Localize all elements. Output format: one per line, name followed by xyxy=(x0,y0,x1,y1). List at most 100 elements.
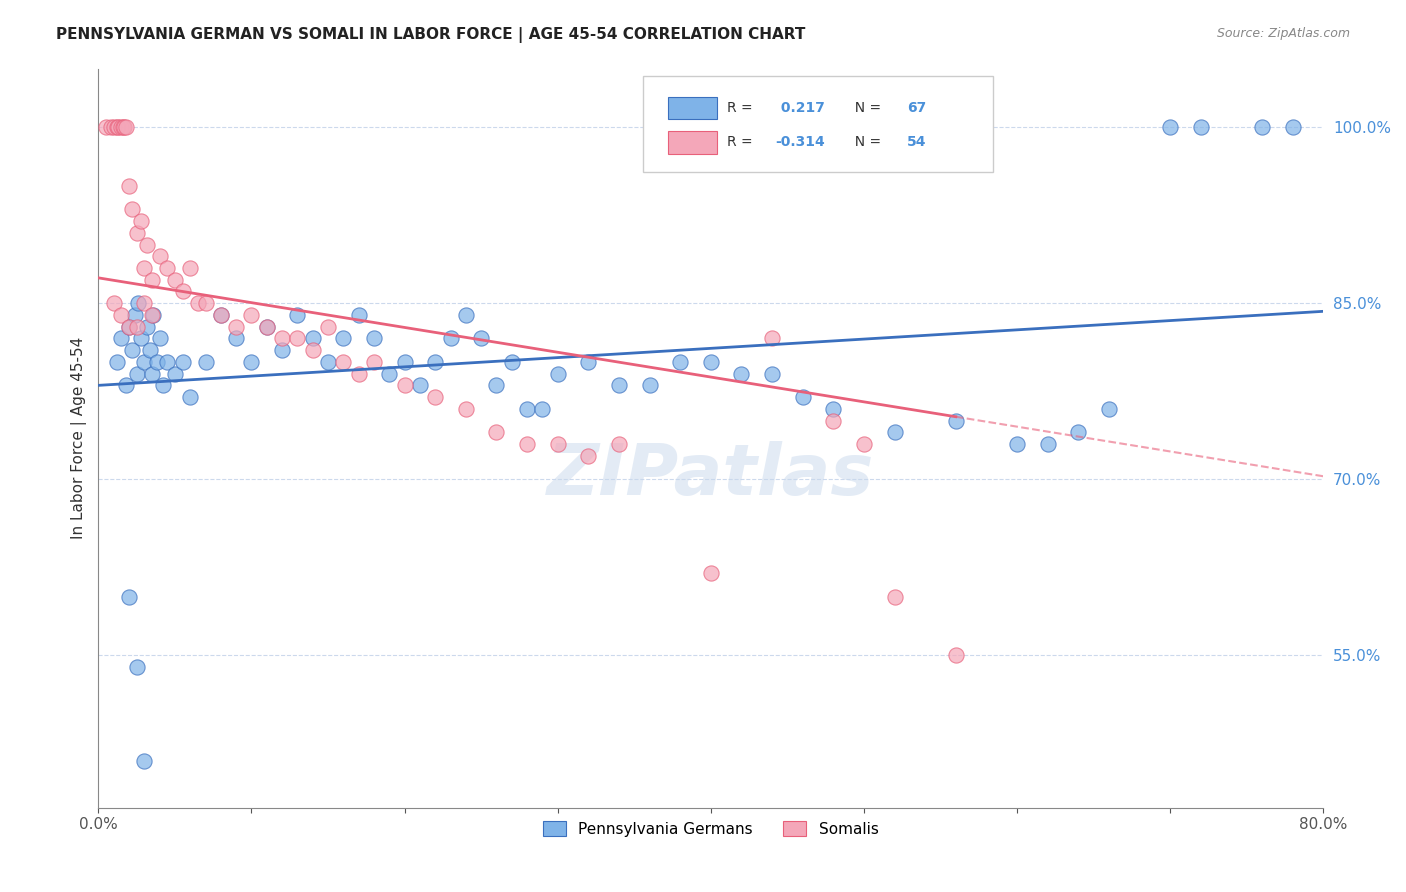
Point xyxy=(347,308,370,322)
Point xyxy=(730,367,752,381)
Text: 54: 54 xyxy=(907,136,927,150)
Bar xyxy=(668,131,717,153)
Point xyxy=(287,308,309,322)
Point xyxy=(103,296,125,310)
Point xyxy=(134,296,156,310)
FancyBboxPatch shape xyxy=(644,76,993,172)
Point xyxy=(115,378,138,392)
Point xyxy=(347,367,370,381)
Point xyxy=(1005,437,1028,451)
Text: 0.217: 0.217 xyxy=(776,101,824,115)
Point xyxy=(301,343,323,358)
Point xyxy=(1189,120,1212,135)
Legend: Pennsylvania Germans, Somalis: Pennsylvania Germans, Somalis xyxy=(536,814,886,845)
Text: N =: N = xyxy=(845,101,884,115)
Point xyxy=(121,202,143,217)
Point xyxy=(1251,120,1274,135)
Point xyxy=(125,226,148,240)
Point xyxy=(110,120,132,135)
Point xyxy=(125,660,148,674)
Point xyxy=(316,319,339,334)
Point xyxy=(134,754,156,768)
Text: ZIPatlas: ZIPatlas xyxy=(547,441,875,509)
Point xyxy=(149,249,172,263)
Point xyxy=(118,319,141,334)
Point xyxy=(142,308,165,322)
Point xyxy=(271,343,294,358)
Point xyxy=(141,273,163,287)
Point xyxy=(945,648,967,663)
Point xyxy=(136,319,159,334)
Point xyxy=(129,214,152,228)
Point xyxy=(823,413,845,427)
Point xyxy=(256,319,278,334)
Text: R =: R = xyxy=(727,136,756,150)
Text: N =: N = xyxy=(845,136,884,150)
Point xyxy=(761,331,783,345)
Point xyxy=(127,296,149,310)
Point xyxy=(1067,425,1090,440)
Point xyxy=(163,273,186,287)
Point xyxy=(103,120,125,135)
Point xyxy=(105,120,128,135)
Point xyxy=(156,260,179,275)
Point xyxy=(363,355,385,369)
Point xyxy=(125,319,148,334)
Point xyxy=(111,120,134,135)
Point xyxy=(470,331,492,345)
Point xyxy=(163,367,186,381)
Point xyxy=(271,331,294,345)
Point xyxy=(454,308,477,322)
Point xyxy=(209,308,232,322)
Point xyxy=(531,401,554,416)
Point xyxy=(516,401,538,416)
Point xyxy=(501,355,523,369)
Point xyxy=(105,355,128,369)
Point xyxy=(363,331,385,345)
Point xyxy=(124,308,146,322)
Point xyxy=(547,437,569,451)
Point xyxy=(425,390,447,404)
Point xyxy=(700,566,723,580)
Point xyxy=(152,378,174,392)
Point xyxy=(141,308,163,322)
Point xyxy=(179,260,201,275)
Text: 67: 67 xyxy=(907,101,927,115)
Point xyxy=(194,296,217,310)
Point xyxy=(134,260,156,275)
Point xyxy=(172,285,194,299)
Point xyxy=(761,367,783,381)
Point xyxy=(1281,120,1303,135)
Point xyxy=(301,331,323,345)
Point xyxy=(607,378,630,392)
Point xyxy=(141,367,163,381)
Text: R =: R = xyxy=(727,101,756,115)
Point xyxy=(110,308,132,322)
Point xyxy=(156,355,179,369)
Point xyxy=(332,331,354,345)
Point xyxy=(100,120,122,135)
Point xyxy=(110,331,132,345)
Point xyxy=(669,355,692,369)
Point xyxy=(700,355,723,369)
Point xyxy=(94,120,117,135)
Point xyxy=(121,343,143,358)
Point xyxy=(945,413,967,427)
Point xyxy=(240,355,263,369)
Point xyxy=(240,308,263,322)
Point xyxy=(145,355,167,369)
Point xyxy=(287,331,309,345)
Point xyxy=(409,378,432,392)
Point xyxy=(118,178,141,193)
Point xyxy=(607,437,630,451)
Point xyxy=(194,355,217,369)
Point xyxy=(112,120,135,135)
Point xyxy=(485,378,508,392)
Point xyxy=(516,437,538,451)
Y-axis label: In Labor Force | Age 45-54: In Labor Force | Age 45-54 xyxy=(72,337,87,540)
Point xyxy=(149,331,172,345)
Point xyxy=(129,331,152,345)
Point xyxy=(172,355,194,369)
Point xyxy=(454,401,477,416)
Point xyxy=(332,355,354,369)
